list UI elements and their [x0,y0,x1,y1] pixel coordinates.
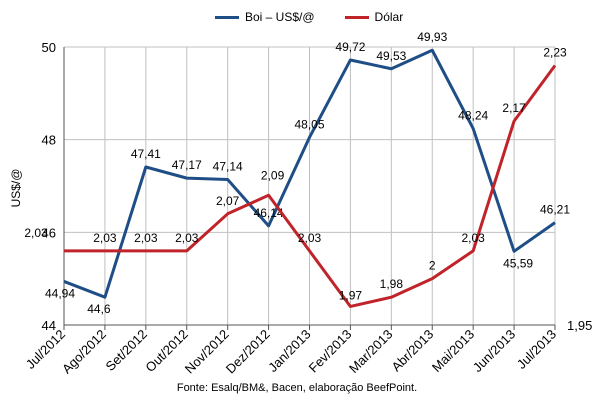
x-tick-label: Jul/2013 [514,327,559,372]
data-label: 1,97 [339,288,363,302]
legend-item-boi: Boi – US$/@ [215,10,315,24]
data-label: 46,14 [254,206,284,220]
data-label: 47,14 [213,160,243,174]
x-tick-label: Nov/2012 [182,327,232,377]
data-label: 49,72 [335,40,365,54]
series-line-1 [64,64,557,308]
x-tick-label: Dez/2012 [223,327,273,377]
data-label: 2,17 [502,101,526,115]
legend-swatch-boi [215,15,239,19]
y-tick-label-46: 46 [42,225,56,240]
data-label: 2,23 [543,46,567,60]
data-label: 2,03 [93,231,117,245]
legend-label-dolar: Dólar [374,10,404,24]
data-label: 49,53 [376,49,406,63]
chart-legend: Boi – US$/@ Dólar [215,10,433,24]
data-label: 45,59 [503,256,533,270]
legend-swatch-dolar [344,15,369,19]
data-label: 49,93 [417,30,447,44]
y-tick-label-44: 44 [42,318,56,333]
data-label: 2,03 [24,226,48,240]
data-label: 1,98 [380,277,404,291]
x-tick-label: Jan/2013 [265,327,313,375]
y2-tick-label: 1,95 [567,318,592,333]
series-line-0 [63,48,556,299]
data-label: 44,6 [87,302,111,316]
data-label: 47,17 [172,158,202,172]
source-note: Fonte: Esalq/BM&, Bacen, elaboração Beef… [176,382,418,394]
data-label: 2,03 [461,231,485,245]
data-label: 2,03 [175,231,199,245]
legend-item-dolar: Dólar [344,10,404,24]
x-tick-label: Fev/2013 [306,327,355,376]
x-tick-label: Mai/2013 [429,327,477,375]
data-label: 2,09 [261,168,285,182]
data-label: 2,07 [216,194,240,208]
y-tick-label-48: 48 [42,133,56,148]
data-label: 47,41 [131,147,161,161]
data-label: 2,03 [298,231,322,245]
data-label: 2,03 [134,231,158,245]
x-tick-label: Set/2012 [103,327,150,374]
data-label: 48,24 [458,109,488,123]
x-tick-label: Ago/2012 [59,327,109,377]
y-tick-label-50: 50 [42,40,56,55]
data-label: 44,94 [45,286,75,300]
x-tick-label: Abr/2013 [388,327,436,375]
data-label: 2 [429,259,436,273]
x-tick-label: Mar/2013 [346,327,395,376]
x-tick-label: Jun/2013 [470,327,518,375]
legend-label-boi: Boi – US$/@ [245,10,315,24]
data-label: 46,21 [540,203,570,217]
data-label: 48,05 [294,117,324,131]
